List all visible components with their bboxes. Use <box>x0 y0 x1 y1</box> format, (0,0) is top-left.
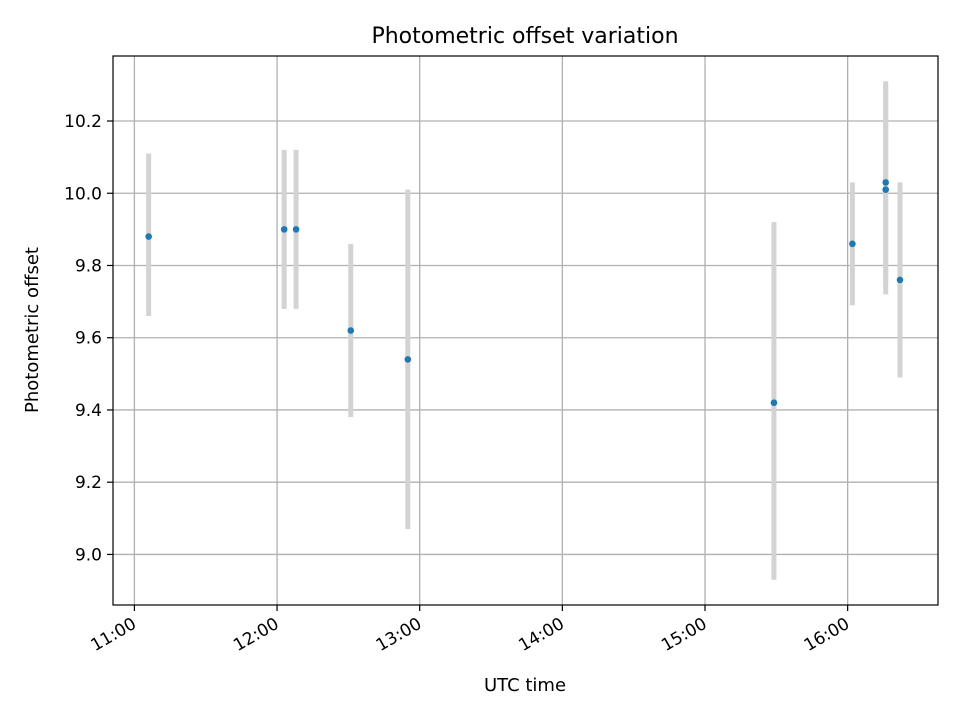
data-point <box>347 327 355 334</box>
y-tick-label: 9.4 <box>75 401 102 421</box>
data-point <box>145 233 152 240</box>
y-tick-label: 9.8 <box>75 256 102 276</box>
data-point <box>882 186 889 193</box>
y-axis-label: Photometric offset <box>22 247 43 413</box>
chart-title: Photometric offset variation <box>371 24 678 49</box>
data-point <box>404 356 412 363</box>
x-axis-label: UTC time <box>484 675 566 696</box>
y-tick-label: 9.6 <box>75 329 102 349</box>
y-tick-label: 9.2 <box>75 473 102 493</box>
data-point <box>896 276 904 284</box>
y-tick-label: 10.2 <box>64 112 102 132</box>
plot-frame <box>112 55 939 606</box>
data-point <box>770 399 778 407</box>
data-point <box>849 240 856 248</box>
grid-layer <box>113 56 938 605</box>
data-point <box>292 226 300 233</box>
data-point <box>882 179 889 186</box>
data-point <box>280 226 288 233</box>
marker-layer <box>145 179 904 407</box>
y-tick-label: 10.0 <box>64 184 102 204</box>
y-tick-label: 9.0 <box>75 545 102 565</box>
